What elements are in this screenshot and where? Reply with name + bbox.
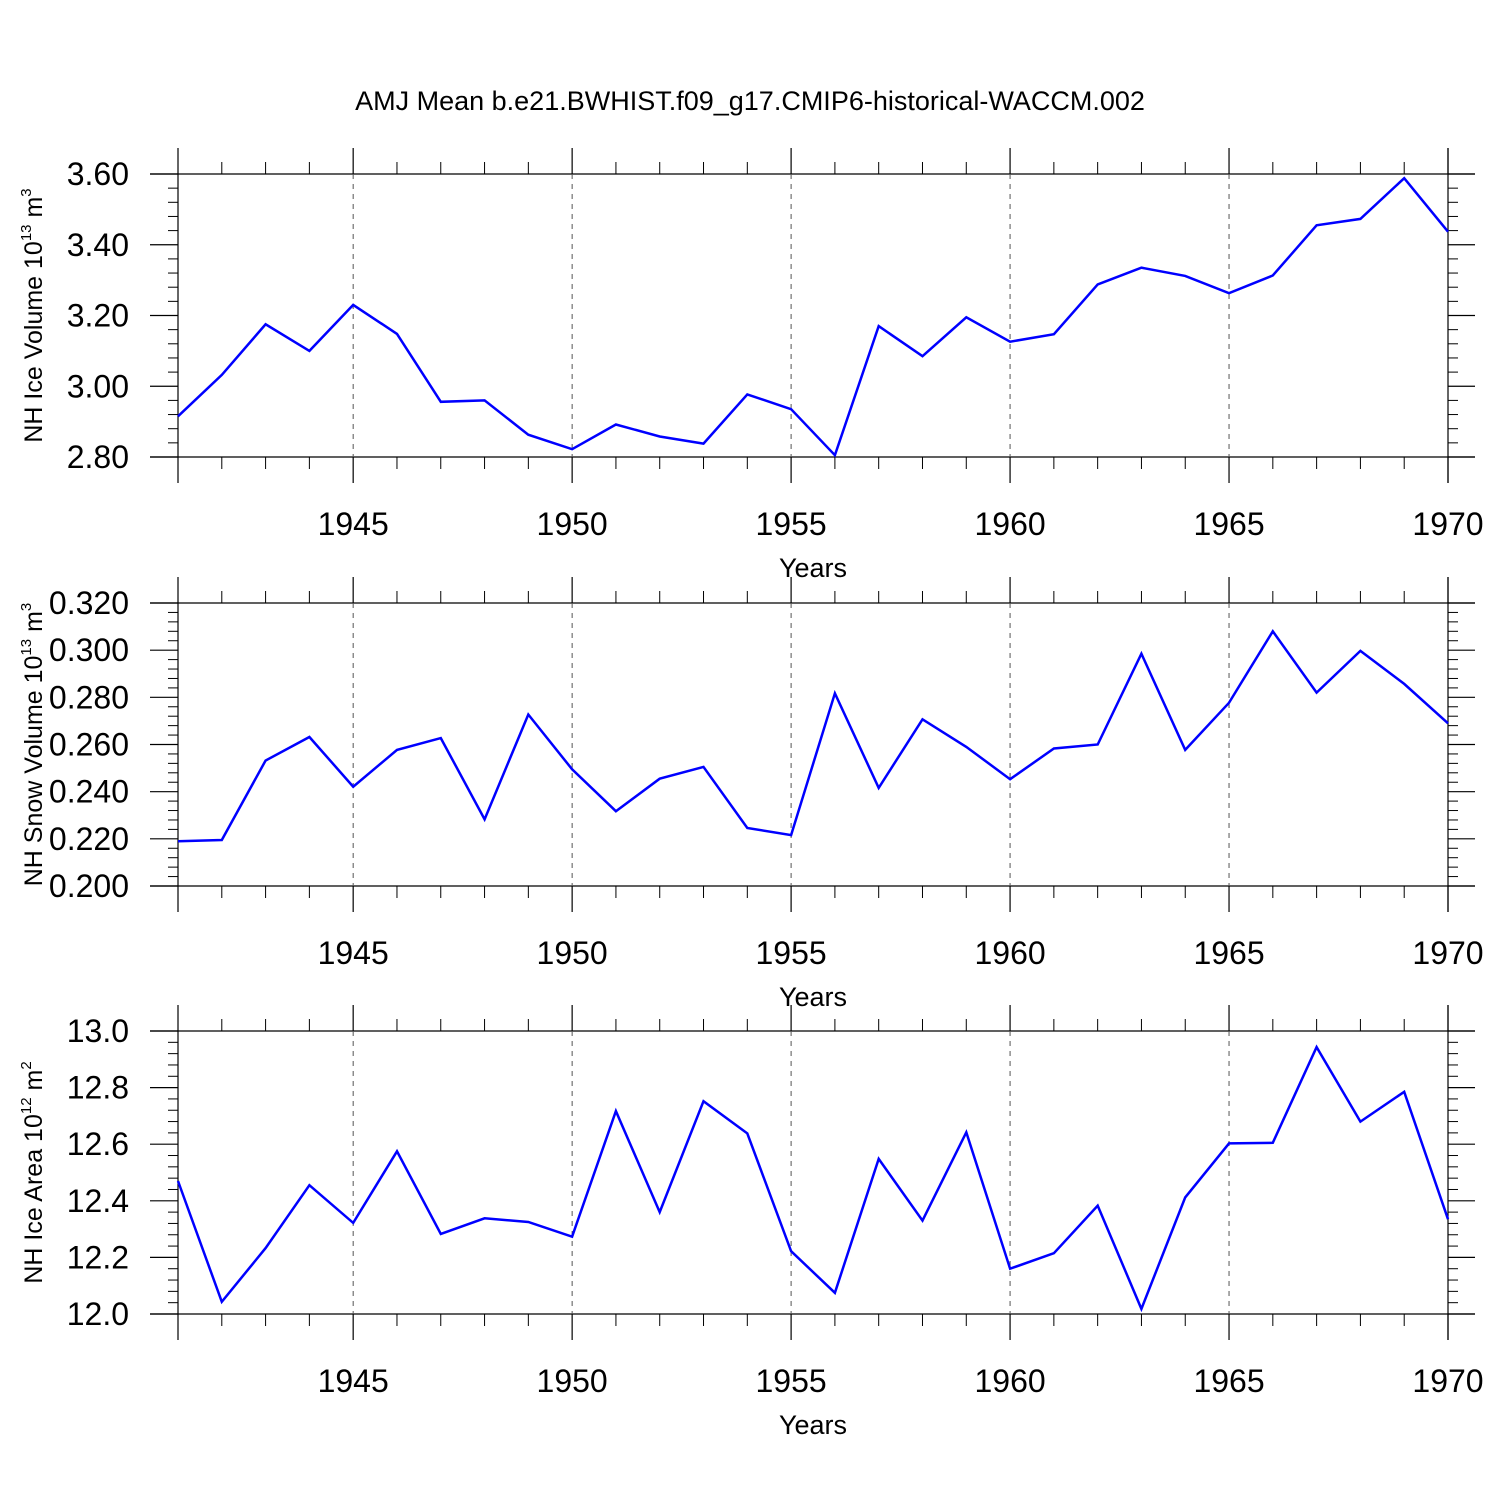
- panel2-y-axis-label: NH Snow Volume 1013 m3: [18, 603, 48, 887]
- panel1-y-tick-label: 2.80: [67, 439, 129, 475]
- panel3-y-tick-label: 12.6: [67, 1126, 129, 1162]
- panel2-y-tick-label: 0.240: [49, 774, 129, 810]
- panel2-x-tick-label: 1960: [974, 935, 1045, 971]
- panel3-y-axis-label: NH Ice Area 1012 m2: [18, 1061, 48, 1283]
- panel3-x-tick-label: 1955: [756, 1363, 827, 1399]
- panel3-x-tick-label: 1965: [1193, 1363, 1264, 1399]
- panel1-y-tick-label: 3.20: [67, 298, 129, 334]
- panel2-y-tick-label: 0.300: [49, 632, 129, 668]
- panel3-series-line: [176, 1044, 1450, 1313]
- panel2-y-tick-label: 0.220: [49, 821, 129, 857]
- panel2-x-tick-label: 1950: [537, 935, 608, 971]
- panel2-x-axis-label: Years: [779, 982, 847, 1012]
- panel2-x-tick-label: 1945: [318, 935, 389, 971]
- panel1-x-tick-label: 1960: [974, 506, 1045, 542]
- panel1-series-line: [177, 176, 1449, 458]
- panel3-y-tick-label: 12.8: [67, 1070, 129, 1106]
- panel1-x-axis-label: Years: [779, 553, 847, 583]
- panel2-y-tick-label: 0.280: [49, 679, 129, 715]
- figure-title: AMJ Mean b.e21.BWHIST.f09_g17.CMIP6-hist…: [355, 86, 1145, 116]
- panel2-y-tick-label: 0.320: [49, 585, 129, 621]
- panel1-x-tick-label: 1965: [1193, 506, 1264, 542]
- panel3-y-tick-label: 13.0: [67, 1013, 129, 1049]
- panel3-x-tick-label: 1970: [1412, 1363, 1483, 1399]
- panel2-y-tick-label: 0.200: [49, 868, 129, 904]
- panel1-x-tick-label: 1955: [756, 506, 827, 542]
- panel3-y-tick-label: 12.0: [67, 1296, 129, 1332]
- panel2-x-tick-label: 1965: [1193, 935, 1264, 971]
- panel1-y-tick-label: 3.60: [67, 156, 129, 192]
- panel3-x-tick-label: 1960: [974, 1363, 1045, 1399]
- panel1-x-tick-label: 1945: [318, 506, 389, 542]
- panel2-x-tick-label: 1955: [756, 935, 827, 971]
- panel3-x-axis-label: Years: [779, 1410, 847, 1440]
- panel1-y-axis-label: NH Ice Volume 1013 m3: [18, 188, 48, 442]
- panel2-y-tick-label: 0.260: [49, 727, 129, 763]
- panel1-x-tick-label: 1970: [1412, 506, 1483, 542]
- panel3-x-tick-label: 1950: [537, 1363, 608, 1399]
- panel2-series-line: [177, 629, 1449, 843]
- panel1-y-tick-label: 3.40: [67, 227, 129, 263]
- panel3-x-tick-label: 1945: [318, 1363, 389, 1399]
- panel1-x-tick-label: 1950: [537, 506, 608, 542]
- panel2-x-tick-label: 1970: [1412, 935, 1483, 971]
- panel3-y-tick-label: 12.4: [67, 1183, 129, 1219]
- panel1-y-tick-label: 3.00: [67, 368, 129, 404]
- panel3-y-tick-label: 12.2: [67, 1239, 129, 1275]
